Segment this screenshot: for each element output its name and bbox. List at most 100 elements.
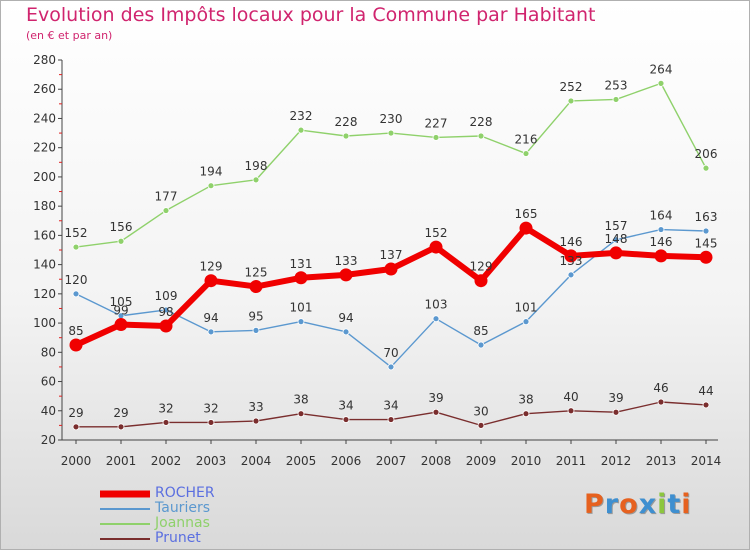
data-point-rocher [159, 319, 173, 333]
data-point-tauriers [72, 290, 80, 298]
data-label-joannas: 230 [380, 112, 403, 126]
data-label-prunet: 44 [698, 384, 713, 398]
y-tick-label: 220 [33, 141, 56, 155]
y-tick-label: 280 [33, 53, 56, 67]
data-label-rocher: 137 [380, 248, 403, 262]
data-label-prunet: 32 [203, 401, 218, 415]
data-label-joannas: 252 [560, 80, 583, 94]
data-point-prunet [387, 416, 395, 423]
data-point-rocher [69, 338, 83, 352]
data-point-prunet [162, 419, 170, 426]
x-tick-label: 2001 [106, 454, 137, 468]
data-label-joannas: 198 [245, 159, 268, 173]
data-label-rocher: 152 [425, 226, 448, 240]
data-label-prunet: 38 [518, 393, 533, 407]
data-label-rocher: 131 [290, 257, 313, 271]
x-tick-label: 2014 [691, 454, 722, 468]
data-point-tauriers [432, 315, 440, 323]
data-point-joannas [432, 134, 440, 141]
data-label-rocher: 165 [515, 207, 538, 221]
data-point-prunet [432, 408, 440, 416]
legend-swatch [100, 522, 150, 525]
x-tick-label: 2010 [511, 454, 542, 468]
chart-subtitle: (en € et par an) [26, 29, 113, 42]
proxiti-logo: Proxiti [584, 489, 692, 520]
data-label-prunet: 39 [608, 391, 623, 405]
data-label-prunet: 34 [383, 399, 398, 413]
data-point-joannas [117, 237, 125, 245]
data-label-tauriers: 133 [560, 254, 583, 268]
y-tick-label: 200 [33, 170, 56, 184]
x-tick-label: 2005 [286, 454, 317, 468]
x-tick-label: 2013 [646, 454, 677, 468]
data-point-joannas [252, 176, 260, 184]
data-label-joannas: 216 [515, 133, 538, 147]
x-tick-label: 2012 [601, 454, 632, 468]
data-point-prunet [117, 423, 125, 431]
data-label-joannas: 253 [605, 78, 628, 92]
data-label-rocher: 85 [68, 324, 83, 338]
data-point-rocher [339, 268, 353, 282]
data-label-prunet: 34 [338, 399, 353, 413]
legend-swatch [100, 490, 150, 497]
data-point-prunet [522, 410, 530, 418]
data-label-prunet: 46 [653, 381, 668, 395]
data-point-tauriers [252, 326, 260, 334]
data-label-prunet: 39 [428, 391, 443, 405]
data-label-rocher: 98 [158, 305, 173, 319]
legend-label: Prunet [155, 530, 201, 546]
data-label-joannas: 152 [65, 226, 88, 240]
data-label-tauriers: 103 [425, 298, 448, 312]
data-point-tauriers [207, 328, 215, 336]
y-tick-label: 240 [33, 111, 56, 125]
x-tick-label: 2004 [241, 454, 272, 468]
y-tick-label: 60 [41, 375, 56, 389]
data-label-joannas: 228 [470, 115, 493, 129]
data-label-joannas: 206 [695, 147, 718, 161]
data-point-tauriers [387, 363, 395, 371]
x-tick-label: 2006 [331, 454, 362, 468]
data-point-prunet [342, 416, 350, 423]
data-point-rocher [519, 221, 533, 235]
data-label-tauriers: 164 [650, 209, 673, 223]
x-tick-label: 2003 [196, 454, 227, 468]
data-label-tauriers: 94 [203, 311, 218, 325]
data-point-prunet [567, 407, 575, 415]
data-label-prunet: 38 [293, 393, 308, 407]
data-point-tauriers [522, 318, 530, 326]
data-label-prunet: 29 [68, 406, 83, 420]
y-tick-label: 120 [33, 287, 56, 301]
data-label-tauriers: 163 [695, 210, 718, 224]
x-tick-label: 2002 [151, 454, 182, 468]
y-tick-label: 180 [33, 199, 56, 213]
data-point-tauriers [297, 318, 305, 326]
data-point-rocher [699, 250, 713, 264]
data-label-rocher: 125 [245, 266, 268, 280]
data-point-joannas [657, 79, 665, 87]
data-label-joannas: 194 [200, 165, 223, 179]
data-label-tauriers: 95 [248, 309, 263, 323]
data-point-tauriers [702, 227, 710, 235]
data-label-rocher: 146 [650, 235, 673, 249]
data-point-joannas [477, 132, 485, 140]
data-label-joannas: 264 [650, 62, 673, 76]
data-label-tauriers: 105 [110, 295, 133, 309]
data-point-joannas [72, 243, 80, 251]
data-label-joannas: 156 [110, 220, 133, 234]
data-point-rocher [384, 262, 398, 276]
data-point-tauriers [657, 226, 665, 233]
data-label-prunet: 40 [563, 390, 578, 404]
data-point-joannas [342, 132, 350, 140]
data-label-prunet: 30 [473, 404, 488, 418]
data-point-joannas [207, 182, 215, 190]
data-point-rocher [204, 274, 218, 288]
data-point-tauriers [477, 341, 485, 349]
data-label-tauriers: 157 [605, 219, 628, 233]
data-point-tauriers [567, 271, 575, 279]
data-label-tauriers: 94 [338, 311, 353, 325]
data-label-rocher: 129 [470, 260, 493, 274]
data-point-prunet [252, 417, 260, 425]
data-point-rocher [654, 249, 668, 263]
